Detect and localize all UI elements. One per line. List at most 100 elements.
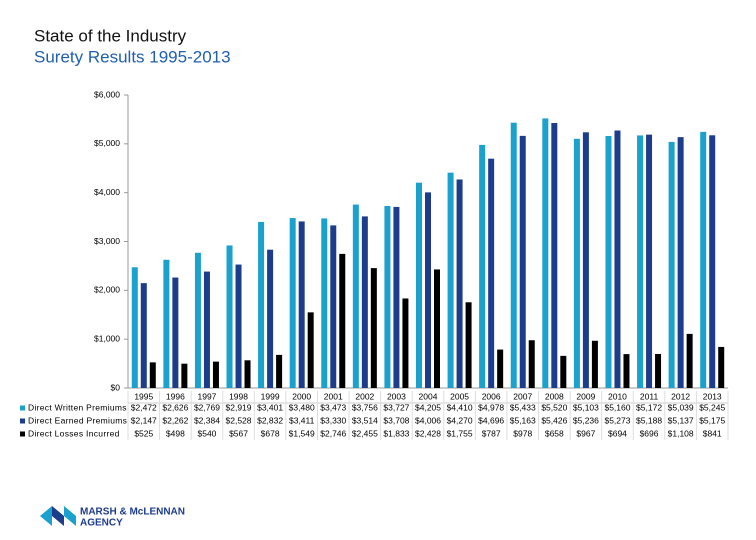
- bar: [181, 363, 188, 388]
- data-label: $3,401: [257, 402, 283, 412]
- bar: [582, 132, 589, 388]
- data-label: $2,455: [352, 428, 378, 438]
- x-tick-label: 2005: [450, 391, 469, 401]
- bar: [267, 249, 274, 388]
- y-tick-label: $2,000: [94, 285, 120, 295]
- x-tick-label: 1995: [134, 391, 153, 401]
- data-label: $2,147: [131, 415, 157, 425]
- data-label: $4,205: [415, 402, 441, 412]
- x-tick-label: 2013: [703, 391, 722, 401]
- x-tick-label: 2007: [513, 391, 532, 401]
- bar: [352, 204, 359, 388]
- data-label: $5,273: [604, 415, 630, 425]
- chart-subtitle: Surety Results 1995-2013: [34, 47, 231, 66]
- bar: [573, 138, 580, 388]
- x-tick-label: 2012: [671, 391, 690, 401]
- x-tick-label: 1997: [197, 391, 216, 401]
- data-label: $694: [608, 428, 627, 438]
- data-label: $2,626: [162, 402, 188, 412]
- data-label: $5,188: [636, 415, 662, 425]
- bar: [212, 361, 219, 388]
- data-label: $696: [640, 428, 659, 438]
- bar: [393, 206, 400, 388]
- y-tick-label: $3,000: [94, 236, 120, 246]
- x-tick-label: 2006: [482, 391, 501, 401]
- y-tick-label: $4,000: [94, 187, 120, 197]
- bar: [686, 333, 693, 388]
- data-label: $4,410: [447, 402, 473, 412]
- bar: [456, 179, 463, 388]
- data-label: $498: [166, 428, 185, 438]
- data-label: $5,137: [668, 415, 694, 425]
- data-label: $3,727: [383, 402, 409, 412]
- bar: [226, 245, 233, 388]
- bar: [700, 131, 707, 388]
- bar: [560, 355, 567, 388]
- data-label: $2,832: [257, 415, 283, 425]
- chart-title: State of the Industry: [34, 26, 187, 45]
- data-label: $2,428: [415, 428, 441, 438]
- bar: [519, 135, 526, 388]
- data-label: $2,919: [226, 402, 252, 412]
- bar: [203, 271, 210, 388]
- legend-label: Direct Losses Incurred: [28, 428, 120, 438]
- data-label: $5,245: [699, 402, 725, 412]
- bar: [321, 218, 328, 388]
- x-tick-label: 2003: [387, 391, 406, 401]
- x-tick-label: 1996: [166, 391, 185, 401]
- logo-icon: [40, 506, 52, 526]
- bar: [131, 267, 138, 388]
- legend-swatch: [20, 405, 25, 411]
- bar: [370, 268, 377, 388]
- bar: [542, 118, 549, 388]
- data-label: $4,978: [478, 402, 504, 412]
- x-tick-label: 2009: [576, 391, 595, 401]
- data-label: $841: [703, 428, 722, 438]
- x-tick-label: 2002: [355, 391, 374, 401]
- data-label: $3,756: [352, 402, 378, 412]
- data-label: $5,163: [510, 415, 536, 425]
- bar: [194, 252, 201, 388]
- legend-label: Direct Earned Premiums: [28, 415, 127, 425]
- data-label: $5,172: [636, 402, 662, 412]
- data-label: $2,384: [194, 415, 220, 425]
- logo-text: MARSH & McLENNAN: [80, 507, 185, 518]
- bar: [677, 137, 684, 388]
- bar: [434, 269, 440, 388]
- bar: [551, 123, 558, 388]
- logo-icon: [52, 506, 64, 526]
- data-label: $5,236: [573, 415, 599, 425]
- data-label: $2,262: [162, 415, 188, 425]
- bar: [298, 221, 305, 388]
- data-label: $540: [197, 428, 216, 438]
- bar: [655, 354, 662, 388]
- data-label: $3,708: [383, 415, 409, 425]
- bar: [497, 349, 504, 388]
- data-label: $4,006: [415, 415, 441, 425]
- logo-icon: [64, 506, 76, 526]
- x-tick-label: 2008: [545, 391, 564, 401]
- bar: [140, 283, 147, 388]
- bar: [709, 135, 716, 388]
- data-label: $678: [261, 428, 280, 438]
- bar: [402, 298, 409, 388]
- bar: [591, 340, 598, 388]
- y-tick-label: $6,000: [94, 89, 120, 99]
- data-label: $1,549: [289, 428, 315, 438]
- data-label: $5,160: [604, 402, 630, 412]
- bar: [172, 277, 179, 388]
- bar: [289, 218, 296, 388]
- bar: [163, 259, 170, 388]
- data-label: $525: [134, 428, 153, 438]
- logo: MARSH & McLENNAN AGENCY: [40, 506, 185, 529]
- bar: [605, 136, 612, 388]
- bar: [646, 134, 653, 388]
- y-tick-label: $0: [111, 382, 121, 392]
- data-label: $967: [576, 428, 595, 438]
- x-tick-label: 2001: [324, 391, 343, 401]
- data-label: $2,528: [226, 415, 252, 425]
- data-label: $3,411: [289, 415, 315, 425]
- data-label: $3,480: [289, 402, 315, 412]
- bar: [668, 141, 675, 388]
